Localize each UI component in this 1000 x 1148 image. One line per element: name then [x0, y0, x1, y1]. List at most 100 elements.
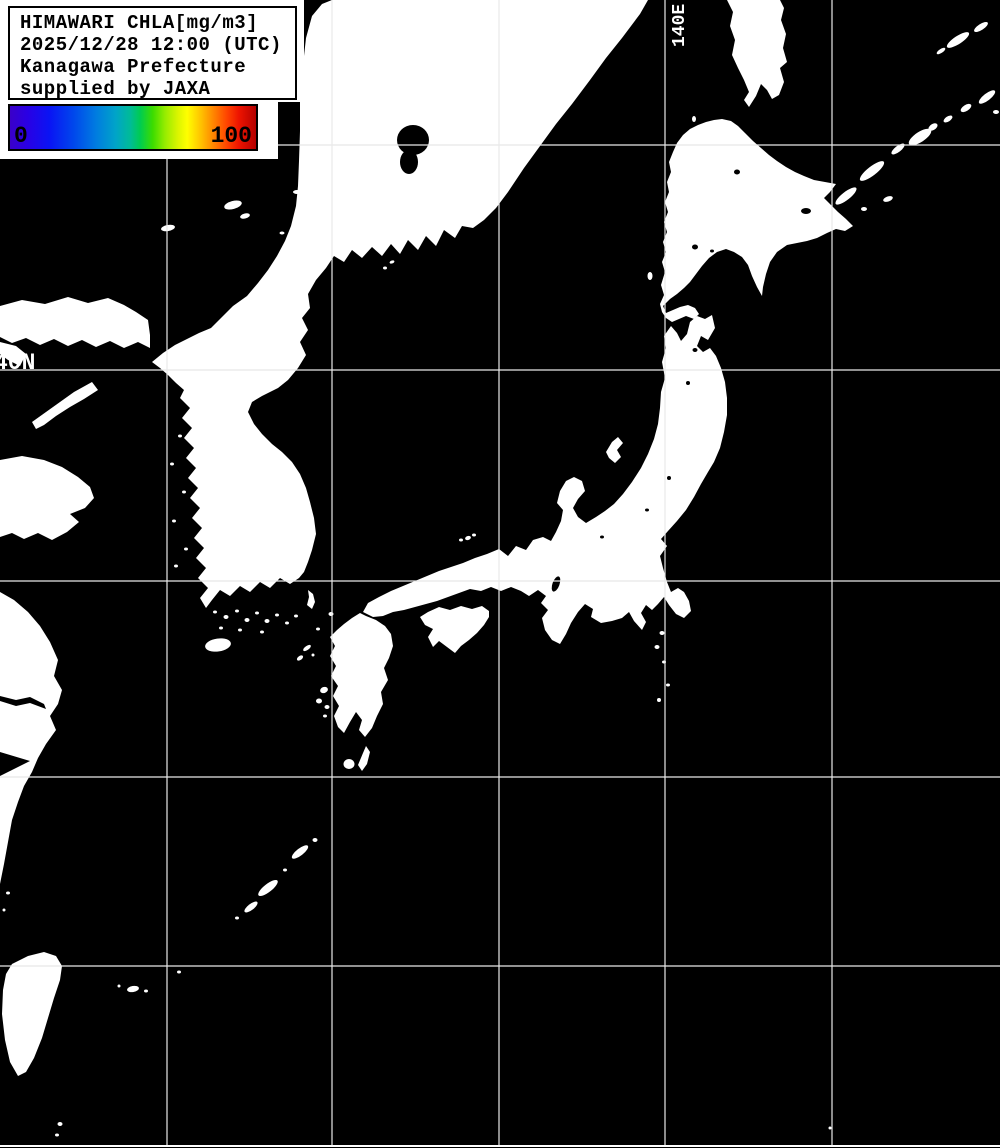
island — [303, 644, 311, 652]
island — [647, 272, 653, 280]
lake — [710, 249, 714, 253]
island — [177, 970, 181, 974]
island — [264, 619, 270, 623]
title-line-region: Kanagawa Prefecture — [20, 56, 247, 78]
title-line-datetime: 2025/12/28 12:00 (UTC) — [20, 34, 282, 56]
island — [389, 260, 395, 264]
island — [891, 143, 905, 155]
land-tanegashima-island — [358, 746, 370, 771]
island — [316, 698, 322, 704]
lake — [645, 508, 649, 512]
island — [258, 879, 278, 897]
island — [178, 434, 182, 438]
island — [184, 547, 188, 551]
lake — [692, 244, 698, 250]
island — [320, 686, 328, 694]
land-liaodong-peninsula — [32, 382, 98, 429]
island — [828, 1126, 832, 1130]
land-kyushu — [330, 613, 393, 737]
land-taiwan — [2, 952, 62, 1076]
island — [993, 110, 999, 114]
colorbar-max-label: 100 — [210, 123, 252, 149]
island — [279, 231, 285, 235]
lake — [667, 476, 671, 480]
island — [260, 450, 266, 454]
island — [275, 613, 279, 617]
island — [182, 490, 186, 494]
island — [6, 891, 10, 895]
title-line-source: supplied by JAXA — [20, 78, 211, 100]
land-hokkaido — [660, 119, 853, 322]
land-shandong-peninsula — [0, 456, 94, 540]
land-sado-island — [606, 437, 623, 463]
lake — [397, 125, 429, 155]
island — [316, 627, 320, 631]
island — [255, 611, 259, 615]
island — [654, 645, 660, 649]
island — [311, 653, 315, 657]
island — [324, 705, 330, 709]
island — [312, 838, 318, 842]
island — [861, 207, 867, 211]
island — [238, 628, 242, 632]
water-hangzhou-bay — [0, 752, 30, 776]
island — [291, 845, 309, 859]
island — [659, 631, 665, 635]
lake — [692, 348, 698, 352]
lake — [600, 535, 604, 539]
island — [205, 638, 231, 652]
island — [928, 123, 938, 131]
island — [172, 519, 176, 523]
island — [223, 615, 229, 619]
island — [472, 533, 476, 537]
land-shikoku — [420, 606, 489, 653]
island — [946, 32, 970, 48]
island — [240, 213, 250, 219]
island — [960, 103, 972, 113]
island — [283, 868, 287, 872]
island — [859, 161, 885, 181]
island — [57, 1122, 63, 1126]
grid-label-40N: 40N — [0, 350, 35, 376]
island — [55, 1133, 59, 1137]
island — [260, 630, 264, 634]
island — [161, 224, 175, 232]
title-line-product: HIMAWARI CHLA[mg/m3] — [20, 12, 259, 34]
island — [328, 612, 334, 616]
island — [657, 698, 661, 702]
island — [459, 538, 463, 542]
land-continent-primorye-korea — [152, 0, 648, 608]
water-yangtze-estuary — [0, 696, 46, 709]
island — [666, 683, 670, 687]
island — [244, 618, 250, 622]
island — [943, 115, 953, 123]
colorbar-legend: 0 100 — [8, 104, 258, 151]
island — [144, 989, 148, 993]
lake — [801, 208, 811, 214]
colorbar-min-label: 0 — [14, 123, 28, 149]
island — [224, 200, 242, 210]
island — [835, 187, 857, 205]
island — [285, 621, 289, 625]
island — [343, 759, 355, 769]
island — [170, 462, 174, 466]
island — [692, 116, 696, 122]
island — [279, 455, 283, 459]
land-tsushima-island — [307, 590, 315, 609]
island — [117, 984, 121, 988]
island — [213, 610, 217, 614]
island — [294, 614, 298, 618]
island — [235, 916, 239, 920]
island — [465, 535, 471, 541]
land-china-jiangsu-coast — [0, 592, 62, 884]
land-bohai-coast-tip — [0, 342, 26, 366]
island — [293, 190, 301, 194]
land-honshu — [363, 315, 727, 644]
island — [2, 908, 6, 912]
island — [244, 901, 258, 913]
island — [383, 266, 387, 270]
island — [936, 47, 946, 55]
lake — [551, 576, 561, 592]
